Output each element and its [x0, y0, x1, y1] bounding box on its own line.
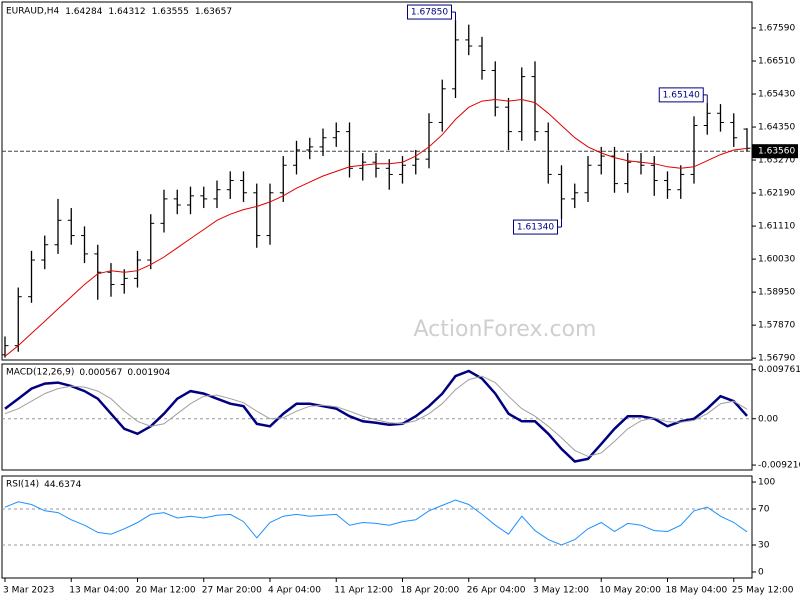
header-value: 1.63657 [195, 7, 232, 17]
annotation-box [513, 219, 558, 235]
y-tick-label: 1.61110 [758, 222, 795, 232]
y-tick-label: 1.65430 [758, 90, 795, 100]
x-tick-label: 3 May 12:00 [533, 586, 589, 596]
x-tick-label: 25 May 12:00 [732, 586, 794, 596]
price-tag [752, 144, 798, 159]
panel-title: MACD(12,26,9) 0.000567 0.001904 [6, 368, 171, 378]
annotation-label: 1.65140 [663, 90, 700, 100]
x-tick-label: 10 May 20:00 [599, 586, 661, 596]
indicator-line [4, 375, 748, 457]
indicator-value: 0.000567 [79, 368, 122, 378]
y-tick-label: -0.009216 [758, 461, 800, 471]
moving-average [4, 98, 748, 357]
price-tag-label: 1.63560 [758, 147, 795, 157]
x-tick-label: 13 Mar 04:00 [69, 586, 129, 596]
y-tick-label: 1.64350 [758, 123, 795, 133]
header-value: 1.64312 [108, 7, 145, 17]
annotation-label: 1.61340 [517, 223, 554, 233]
rsi-panel-frame [1, 475, 753, 579]
header-value: 1.63555 [152, 7, 189, 17]
annotation-label: 1.67850 [411, 8, 448, 18]
main-panel-frame [1, 1, 753, 361]
y-tick-label: 0 [758, 567, 764, 577]
y-tick-label: 1.57870 [758, 321, 795, 331]
panel-title: EURAUD,H4 1.64284 1.64312 1.63555 1.63657 [6, 7, 232, 17]
macd-panel-frame [1, 363, 753, 471]
indicator-line [4, 369, 748, 463]
y-tick-label: 1.66510 [758, 57, 795, 67]
y-tick-label: 0.00 [758, 414, 778, 424]
x-tick-label: 11 Apr 12:00 [334, 586, 393, 596]
y-tick-label: 1.63270 [758, 156, 795, 166]
x-tick-label: 20 Mar 12:00 [136, 586, 196, 596]
y-tick-label: 30 [758, 540, 770, 550]
y-tick-label: 1.58950 [758, 288, 795, 298]
x-tick-label: 18 May 04:00 [666, 586, 728, 596]
y-tick-label: 0.009761 [758, 365, 800, 375]
indicator-value: 0.001904 [127, 368, 170, 378]
x-tick-label: 3 Mar 2023 [3, 586, 54, 596]
y-tick-label: 1.62190 [758, 189, 795, 199]
y-tick-label: 1.56790 [758, 354, 795, 364]
indicator-value: 44.6374 [44, 480, 81, 490]
annotation-box [407, 4, 452, 20]
annotation-box [658, 87, 704, 103]
x-tick-label: 18 Apr 20:00 [401, 586, 460, 596]
y-tick-label: 100 [758, 478, 775, 488]
indicator-line [4, 499, 748, 546]
x-tick-label: 4 Apr 04:00 [268, 586, 321, 596]
y-tick-label: 1.67590 [758, 23, 795, 33]
x-tick-label: 27 Mar 20:00 [202, 586, 262, 596]
header-value: 1.64284 [65, 7, 102, 17]
x-tick-label: 26 Apr 04:00 [467, 586, 526, 596]
y-tick-label: 70 [758, 505, 770, 515]
panel-title: RSI(14) 44.6374 [6, 480, 82, 490]
y-tick-label: 1.60030 [758, 255, 795, 265]
watermark: ActionForex.com [414, 317, 597, 342]
